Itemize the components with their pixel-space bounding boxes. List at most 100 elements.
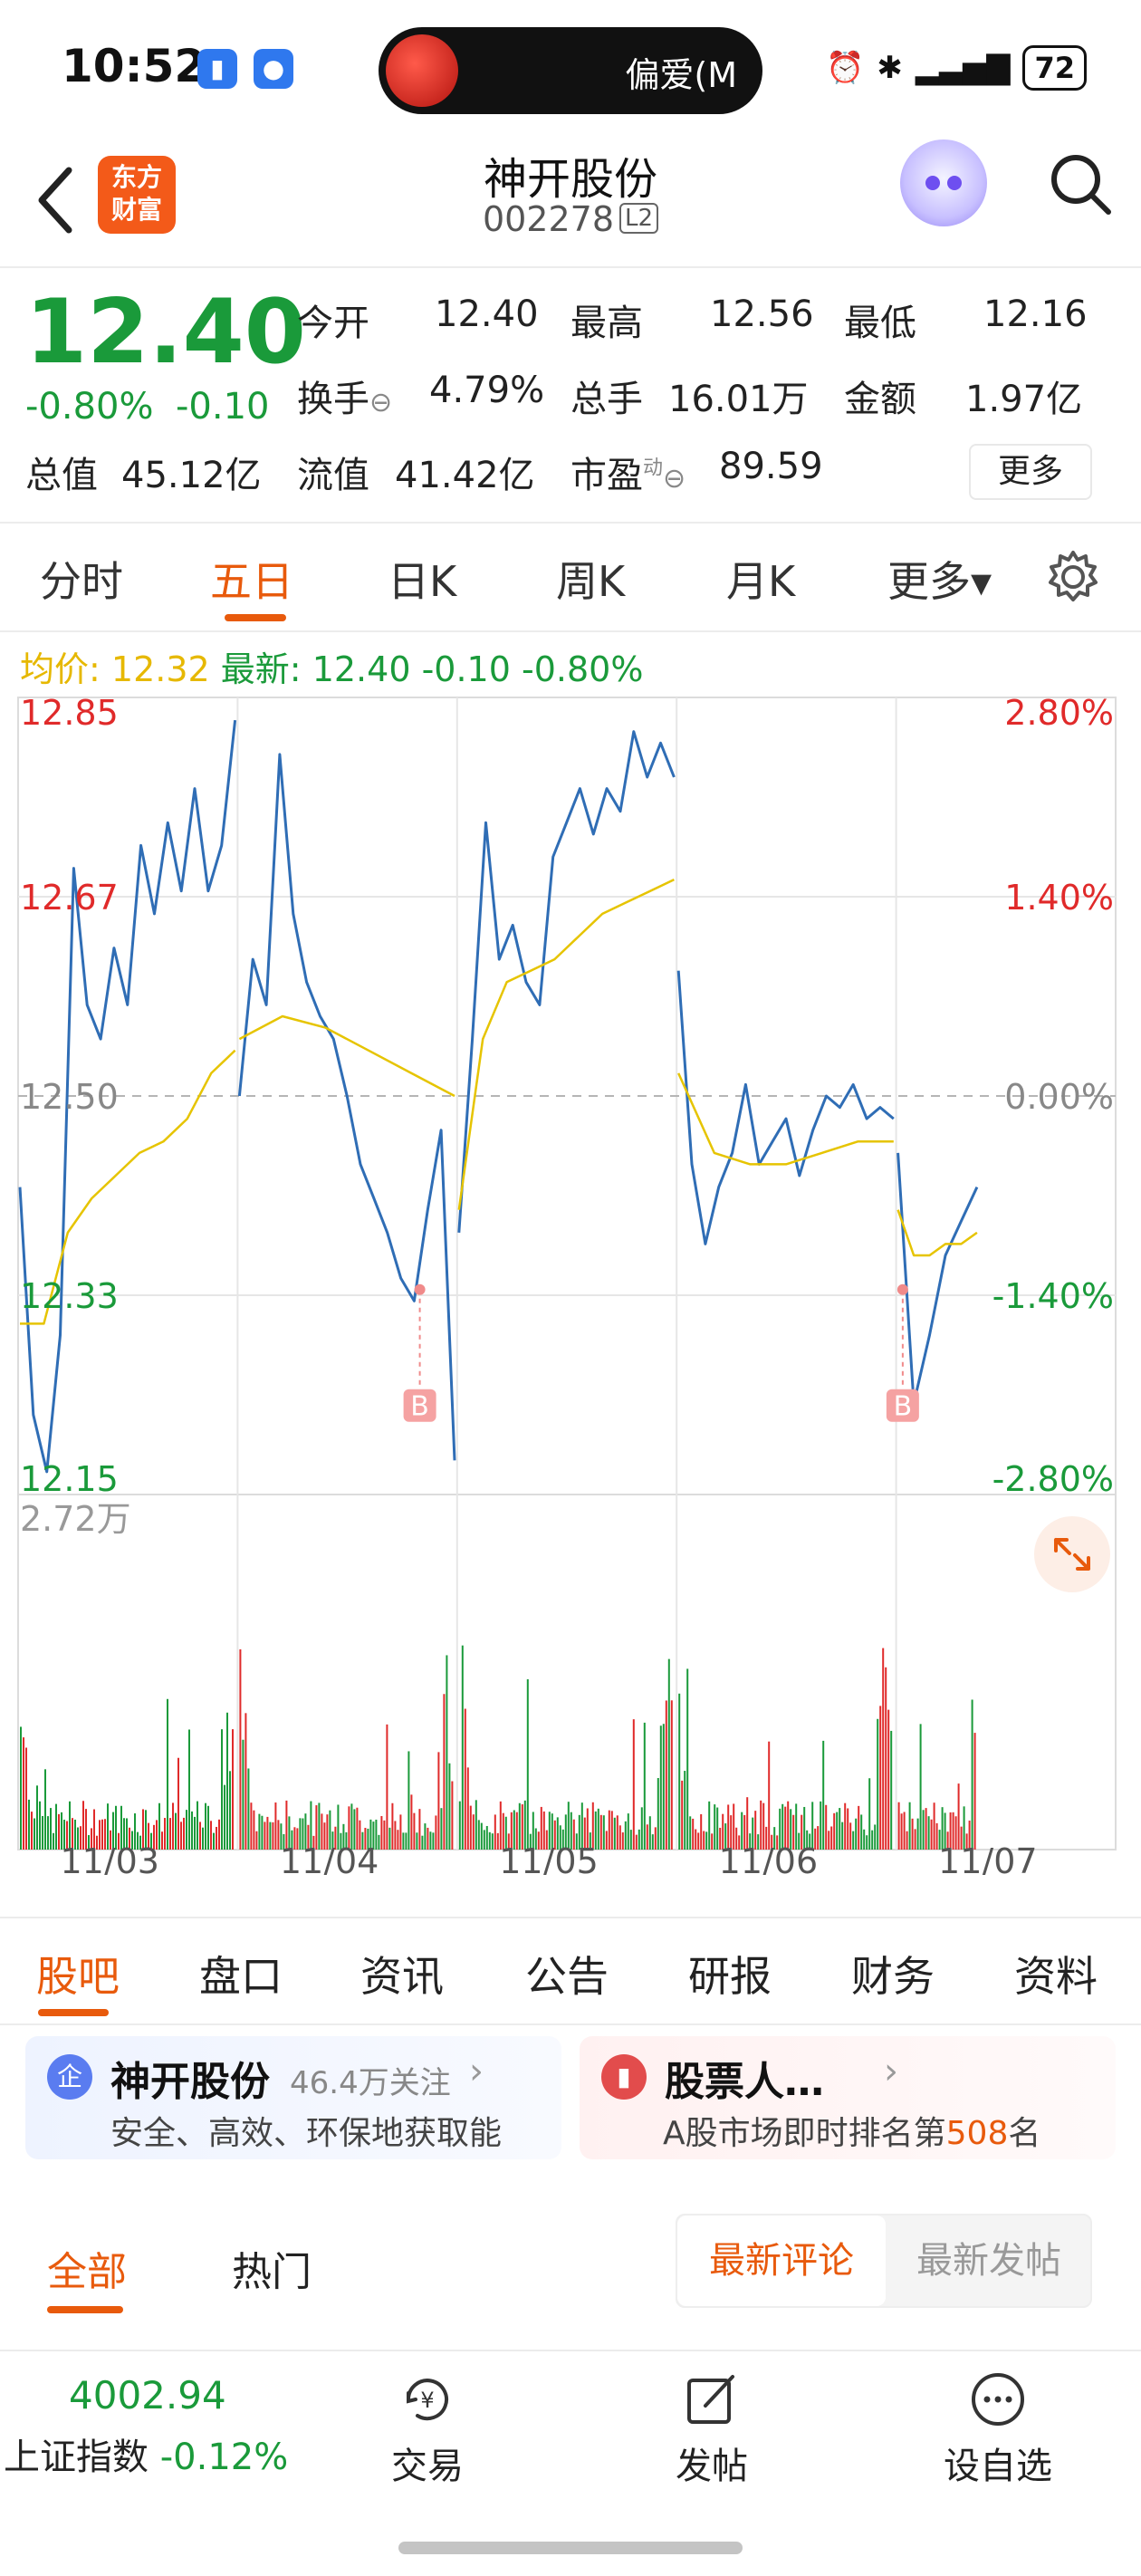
volume-bar [651,1834,654,1850]
ranking-card[interactable]: ▮ 股票人… › A股市场即时排名第508名 [580,2036,1116,2159]
tab-more[interactable]: 更多▾ [887,557,992,606]
sort-latest-post[interactable]: 最新发帖 [916,2240,1061,2282]
volume-bar [957,1783,960,1850]
volume-bar [186,1810,187,1850]
volume-bar [521,1804,523,1850]
volume-bar [776,1835,779,1850]
volume-bar [572,1819,575,1850]
open-value: 12.40 [435,293,539,335]
volume-bar [944,1812,946,1850]
tab-profile[interactable]: 资料 [1014,1952,1098,2001]
trade-button[interactable]: ¥ 交易 [355,2369,500,2489]
tab-intraday[interactable]: 分时 [40,557,123,606]
tab-five-day[interactable]: 五日 [210,557,293,606]
volume-bar [703,1831,705,1850]
volume-bar [575,1833,578,1850]
tab-news[interactable]: 资讯 [360,1952,444,2001]
active-section-indicator [38,2009,109,2016]
more-quote-button[interactable]: 更多 [969,444,1092,500]
turnover-label[interactable]: 换手⊖ [297,379,393,420]
volume-bar [342,1823,345,1850]
index-value[interactable]: 4002.94 [69,2373,226,2417]
volume-bar [871,1830,874,1850]
expand-icon[interactable] [1034,1516,1110,1592]
volume-bar [388,1827,391,1850]
company-card[interactable]: 企 神开股份 46.4万关注 › 安全、高效、环保地获取能 [25,2036,561,2159]
volume-bar [678,1693,681,1850]
volume-bar [559,1825,561,1850]
volume-bar [686,1668,689,1850]
buy-marker-dot [414,1283,426,1295]
volume-bar [858,1805,860,1850]
post-button[interactable]: 发帖 [639,2369,784,2489]
volume-bar [494,1814,496,1850]
sort-latest-comment[interactable]: 最新评论 [677,2216,886,2306]
volume-bar [139,1835,141,1850]
mktcap-label: 总值 [25,455,98,496]
volume-bar [55,1803,57,1850]
tab-finance[interactable]: 财务 [851,1952,935,2001]
series-line [457,730,676,1234]
volume-bar [513,1810,515,1850]
volume-bar [852,1831,855,1850]
volume-bar [695,1829,697,1850]
volume-bar [101,1819,103,1850]
tab-pankou[interactable]: 盘口 [199,1952,283,2001]
app-logo[interactable]: 东方 财富 [98,156,176,234]
tab-guba[interactable]: 股吧 [36,1952,120,2001]
tab-daily-k[interactable]: 日K [388,557,457,606]
axis-labels: 12.85 2.80% 12.67 1.40% 12.50 0.00% 12.33 -1.40… [20,693,1114,1875]
volume-bar [608,1810,610,1850]
volume-bar [329,1810,331,1850]
gear-icon[interactable] [1043,547,1103,607]
tab-hot[interactable]: 热门 [232,2249,312,2295]
volume-bar [82,1801,84,1850]
volume-bar [72,1818,73,1850]
volume-bar [591,1802,594,1850]
volume-bar [801,1814,803,1850]
volume-bar [310,1801,312,1850]
home-indicator [398,2542,743,2554]
x-tick-label: 11/05 [499,1841,599,1875]
tab-announcements[interactable]: 公告 [525,1952,609,2001]
index-name-row[interactable]: 上证指数 -0.12% [4,2437,289,2478]
volume-bar [288,1816,291,1850]
search-icon[interactable] [1045,149,1117,221]
volume-bar [437,1752,440,1850]
volume-bar [809,1833,811,1850]
volume-bar [507,1833,510,1850]
volume-bar [156,1820,158,1850]
pe-label[interactable]: 市盈动⊖ [570,455,686,496]
volume-bar [773,1827,776,1850]
active-tab-indicator [225,614,286,621]
l2-badge[interactable]: L2 [619,203,659,234]
volume-bar [822,1740,825,1850]
tab-weekly-k[interactable]: 周K [556,557,626,606]
volume-bar [464,1708,466,1850]
volume-bar [145,1810,147,1850]
volume-bar [283,1833,285,1850]
assistant-robot-icon[interactable] [900,139,987,226]
volume-bar [129,1827,130,1850]
volume-bar [269,1821,272,1850]
volume-bar [922,1810,925,1850]
volume-bar [202,1827,204,1850]
volume-bar [224,1784,225,1850]
back-arrow-icon[interactable] [31,159,85,241]
volume-bar [299,1818,302,1850]
volume-bar [120,1805,122,1850]
add-watchlist-button[interactable]: 设自选 [925,2369,1070,2489]
volume-bar [372,1821,375,1850]
tab-monthly-k[interactable]: 月K [726,557,796,606]
tab-research[interactable]: 研报 [688,1952,772,2001]
series-line [457,878,675,1210]
volume-bar [760,1800,762,1850]
volume-bar [427,1827,429,1850]
media-pill[interactable]: 偏爱(M [379,27,762,114]
volume-bar [618,1825,621,1850]
turnover-value: 4.79% [429,370,545,411]
volume-bar [167,1698,168,1850]
volume-bar [526,1678,529,1850]
tab-all[interactable]: 全部 [47,2249,127,2295]
